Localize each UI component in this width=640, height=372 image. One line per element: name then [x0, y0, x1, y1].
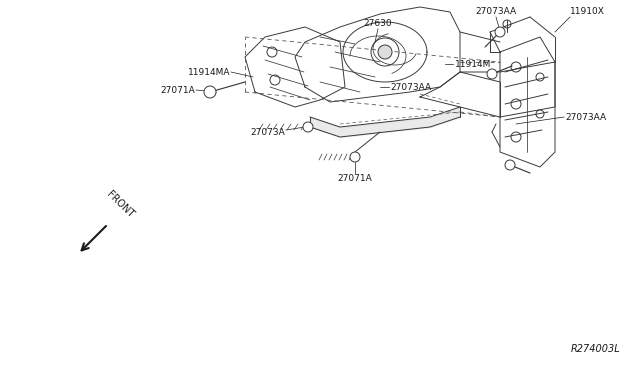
Text: 27630: 27630	[364, 19, 392, 28]
Text: R274003L: R274003L	[570, 344, 620, 354]
Circle shape	[505, 160, 515, 170]
Text: 27071A: 27071A	[338, 174, 372, 183]
Circle shape	[487, 69, 497, 79]
Circle shape	[350, 152, 360, 162]
Circle shape	[378, 45, 392, 59]
Text: 27073AA: 27073AA	[476, 7, 516, 16]
Text: 11914MA: 11914MA	[188, 67, 230, 77]
Text: 27071A: 27071A	[160, 86, 195, 94]
Text: 27073AA: 27073AA	[565, 112, 606, 122]
Text: 27073AA: 27073AA	[390, 83, 431, 92]
Text: 11914M: 11914M	[455, 60, 492, 68]
Text: 11910X: 11910X	[570, 7, 605, 16]
Text: FRONT: FRONT	[105, 190, 136, 220]
Circle shape	[303, 122, 313, 132]
Circle shape	[204, 86, 216, 98]
Text: 27073A: 27073A	[250, 128, 285, 137]
Circle shape	[495, 27, 505, 37]
